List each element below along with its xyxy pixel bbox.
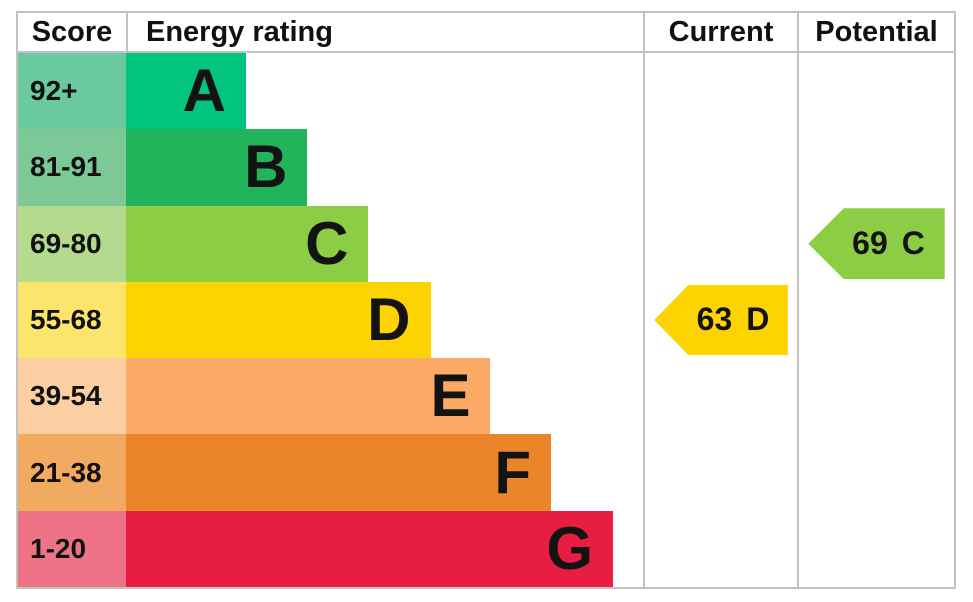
band-score-range: 69-80: [18, 205, 126, 282]
current-cell: [643, 510, 797, 587]
band-rows-container: 92+ A 81-91 B 69-80 C 69 C 55-68: [18, 53, 954, 587]
band-letter: C: [305, 209, 349, 277]
band-bar: E: [126, 358, 491, 435]
band-score-range: 81-91: [18, 129, 126, 206]
band-row-D: 55-68 D 63 D: [18, 281, 954, 359]
band-bar: A: [126, 53, 246, 130]
potential-cell: 69 C: [797, 205, 954, 282]
epc-table: Score Energy rating Current Potential 92…: [16, 11, 956, 589]
band-letter: D: [367, 285, 411, 353]
band-bar: G: [126, 510, 613, 587]
energy-rating-column-header: Energy rating: [126, 13, 643, 51]
band-bar-cell: B: [126, 129, 643, 206]
potential-cell: [797, 53, 954, 130]
band-row-C: 69-80 C 69 C: [18, 205, 954, 282]
band-bar-cell: D: [126, 281, 643, 359]
band-score-range: 55-68: [18, 281, 126, 359]
band-row-E: 39-54 E: [18, 358, 954, 435]
current-cell: [643, 358, 797, 435]
potential-rating-value: 69: [852, 225, 888, 262]
potential-cell: [797, 510, 954, 587]
band-bar-cell: G: [126, 510, 643, 587]
band-bar-cell: C: [126, 205, 643, 282]
band-letter: G: [546, 514, 593, 582]
band-letter: B: [244, 133, 288, 201]
band-score-range: 1-20: [18, 510, 126, 587]
band-bar: F: [126, 434, 551, 511]
potential-cell: [797, 358, 954, 435]
header-row: Score Energy rating Current Potential: [18, 13, 954, 53]
band-row-A: 92+ A: [18, 53, 954, 130]
potential-cell: [797, 434, 954, 511]
band-bar-cell: E: [126, 358, 643, 435]
current-cell: 63 D: [643, 281, 797, 359]
band-score-range: 92+: [18, 53, 126, 130]
potential-cell: [797, 129, 954, 206]
score-column-header: Score: [31, 15, 113, 48]
current-rating-value: 63: [696, 301, 733, 338]
band-row-B: 81-91 B: [18, 129, 954, 206]
potential-column-header: Potential: [797, 13, 954, 51]
current-cell: [643, 129, 797, 206]
band-bar: C: [126, 205, 369, 282]
band-row-F: 21-38 F: [18, 434, 954, 511]
current-cell: [643, 434, 797, 511]
band-bar: B: [126, 129, 308, 206]
current-cell: [643, 205, 797, 282]
current-rating-arrow: 63 D: [654, 284, 788, 356]
potential-cell: [797, 281, 954, 359]
current-column-header: Current: [643, 13, 797, 51]
potential-rating-arrow: 69 C: [808, 208, 945, 280]
band-letter: A: [182, 57, 226, 125]
potential-rating-letter: C: [901, 225, 925, 262]
current-rating-letter: D: [746, 301, 770, 338]
band-score-range: 21-38: [18, 434, 126, 511]
band-bar-cell: A: [126, 53, 643, 130]
band-letter: F: [494, 438, 531, 506]
band-score-range: 39-54: [18, 358, 126, 435]
current-cell: [643, 53, 797, 130]
band-letter: E: [430, 362, 471, 430]
band-bar: D: [126, 281, 431, 359]
band-bar-cell: F: [126, 434, 643, 511]
band-row-G: 1-20 G: [18, 510, 954, 587]
